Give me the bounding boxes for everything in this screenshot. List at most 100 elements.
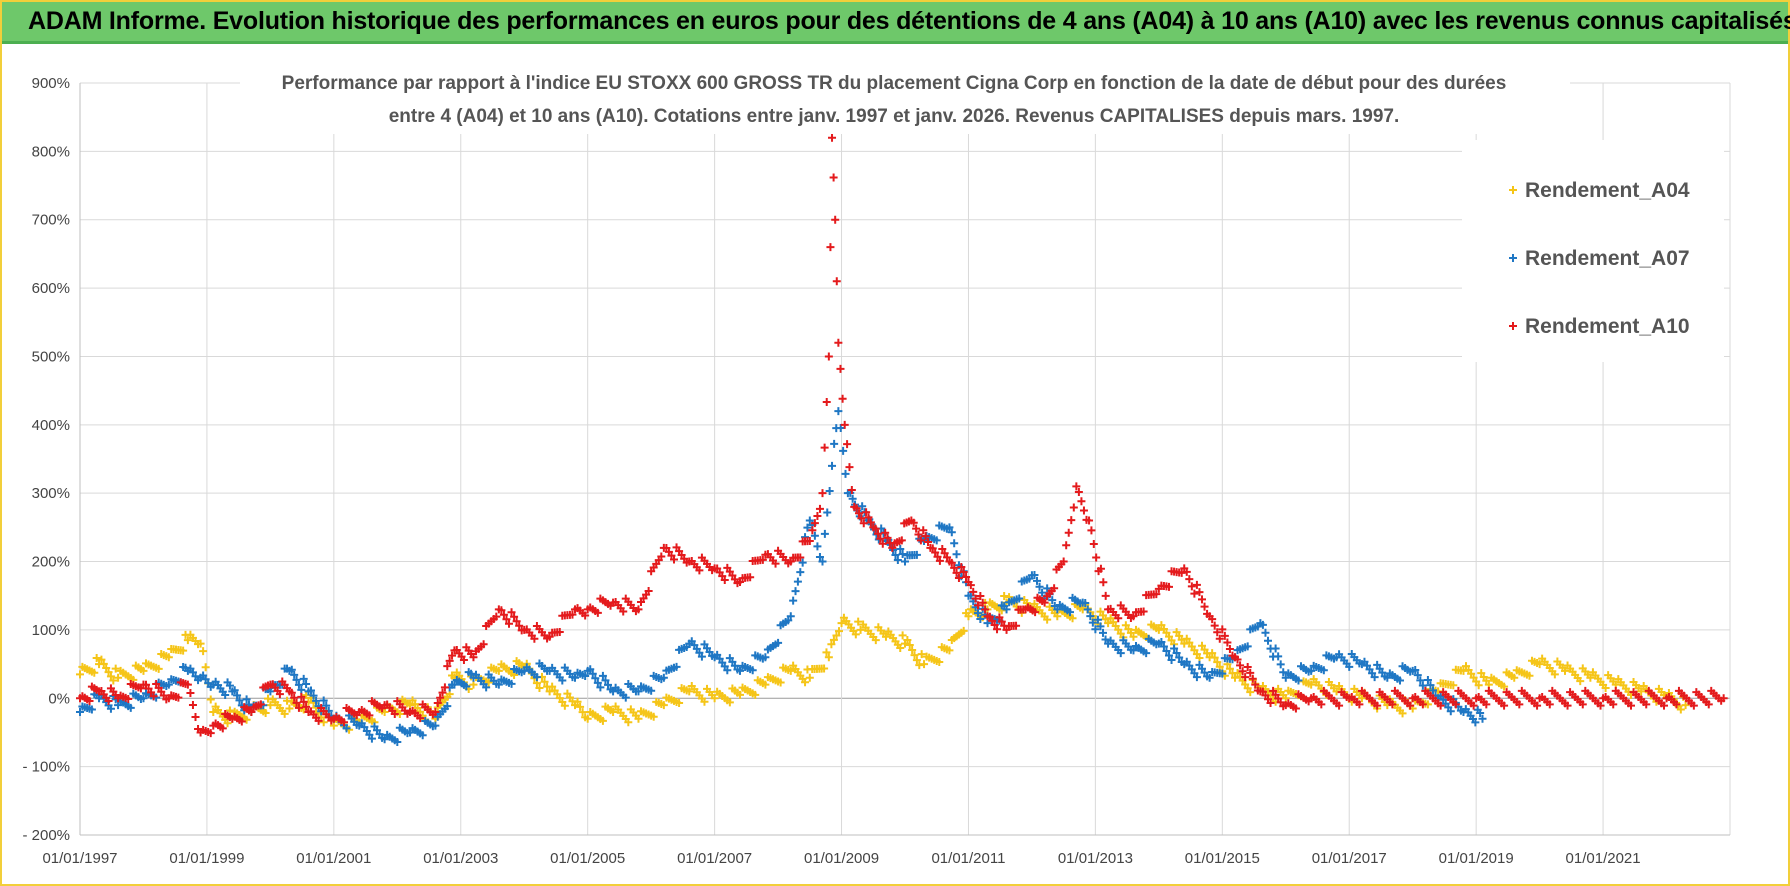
data-point — [188, 700, 197, 709]
y-tick-label: - 200% — [22, 827, 70, 844]
data-point — [174, 693, 183, 702]
data-point — [309, 691, 318, 700]
data-point — [993, 625, 1002, 634]
data-point — [302, 702, 311, 711]
data-point — [945, 523, 954, 532]
data-point — [104, 697, 113, 706]
data-point — [285, 704, 294, 713]
data-point — [1167, 655, 1176, 664]
data-point — [390, 709, 399, 718]
data-point — [1225, 645, 1234, 654]
data-point — [839, 446, 848, 455]
data-point — [365, 711, 374, 720]
data-point — [431, 707, 440, 716]
data-point — [102, 663, 111, 672]
data-point — [1038, 588, 1047, 597]
data-point — [1077, 497, 1086, 506]
data-point — [256, 700, 265, 709]
data-point — [881, 632, 890, 641]
data-point — [847, 486, 856, 495]
data-point — [139, 694, 148, 703]
data-point — [1208, 649, 1217, 658]
data-point — [1192, 673, 1201, 682]
data-point — [1069, 503, 1078, 512]
data-point — [154, 664, 163, 673]
chart-title-background — [240, 64, 1570, 134]
data-point — [1266, 699, 1275, 708]
data-point — [479, 640, 488, 649]
data-point — [1114, 614, 1123, 623]
data-point — [736, 666, 744, 675]
data-point — [1561, 666, 1569, 675]
x-tick-label: 01/01/2011 — [931, 850, 1005, 867]
y-tick-label: 800% — [32, 143, 70, 160]
data-point — [329, 721, 338, 730]
data-point — [912, 550, 921, 559]
data-point — [848, 494, 857, 503]
data-point — [1225, 664, 1234, 673]
data-point — [1307, 680, 1316, 689]
data-point — [1079, 506, 1088, 515]
data-point — [242, 715, 251, 724]
data-point — [954, 573, 963, 582]
data-point — [1213, 628, 1222, 637]
data-point — [201, 663, 210, 672]
y-tick-label: 300% — [32, 485, 70, 502]
data-point — [1088, 618, 1097, 627]
data-point — [1068, 614, 1077, 623]
data-point — [261, 708, 270, 717]
data-point — [871, 524, 880, 533]
legend-label: Rendement_A10 — [1525, 315, 1690, 338]
data-point — [598, 716, 607, 725]
data-point — [588, 669, 597, 678]
data-point — [1015, 594, 1024, 603]
data-point — [1398, 709, 1407, 718]
data-point — [997, 617, 1006, 626]
data-point — [805, 537, 814, 546]
data-point — [1243, 642, 1252, 651]
data-point — [1251, 680, 1260, 689]
data-point — [1085, 516, 1094, 525]
data-point — [237, 717, 246, 726]
data-point — [1101, 591, 1110, 600]
data-point — [1220, 631, 1229, 640]
data-point — [1092, 553, 1101, 562]
data-point — [196, 639, 205, 648]
data-point — [1099, 628, 1107, 637]
data-point — [634, 714, 643, 723]
y-tick-label: - 100% — [22, 759, 70, 776]
data-point — [469, 653, 478, 662]
data-point — [1190, 589, 1199, 598]
data-point — [1205, 673, 1214, 682]
data-point — [915, 661, 924, 670]
data-point — [114, 673, 123, 682]
data-point — [838, 394, 847, 403]
data-point — [164, 680, 173, 689]
data-point — [988, 616, 997, 625]
data-point — [822, 648, 831, 657]
data-point — [1426, 681, 1435, 690]
data-points — [76, 133, 1728, 747]
data-point — [1396, 676, 1404, 685]
data-point — [494, 666, 503, 675]
data-point — [947, 528, 956, 537]
data-point — [1116, 649, 1125, 658]
data-point — [459, 655, 468, 664]
data-point — [619, 607, 628, 616]
data-point — [1210, 621, 1219, 630]
data-point — [1040, 598, 1049, 607]
data-point — [1087, 526, 1096, 535]
data-point — [784, 616, 793, 625]
y-tick-label: 400% — [32, 417, 70, 434]
data-point — [964, 612, 973, 621]
data-point — [834, 338, 843, 347]
x-tick-label: 01/01/2007 — [677, 850, 752, 867]
data-point — [905, 641, 914, 650]
data-point — [290, 670, 299, 679]
data-point — [1672, 700, 1681, 709]
data-point — [292, 698, 301, 707]
data-point — [720, 576, 729, 585]
data-point — [1423, 675, 1432, 684]
data-point — [634, 687, 643, 696]
data-point — [820, 443, 829, 452]
